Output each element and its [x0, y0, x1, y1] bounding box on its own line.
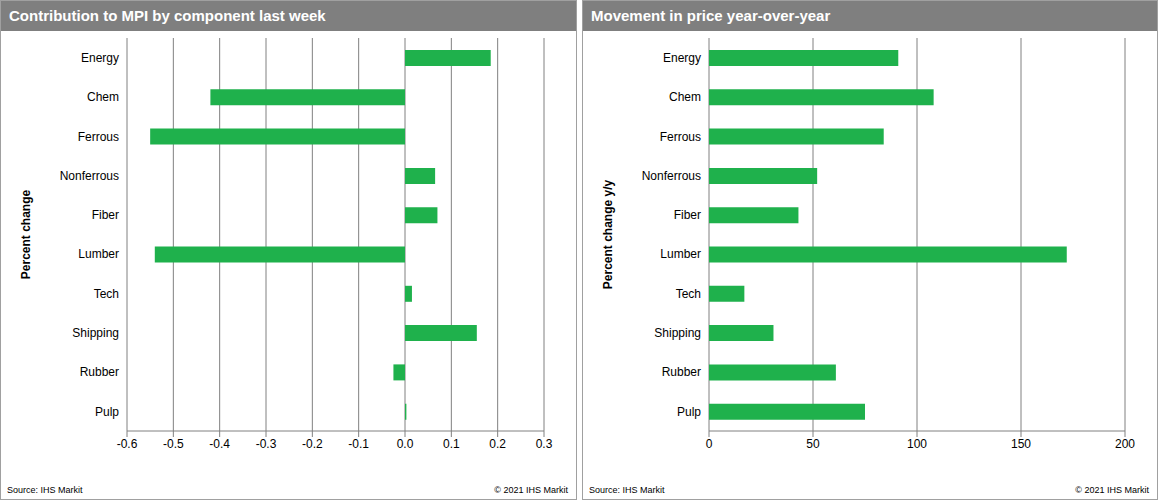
svg-text:0.0: 0.0 [397, 437, 414, 451]
svg-text:Ferrous: Ferrous [78, 130, 119, 144]
svg-text:200: 200 [1115, 437, 1135, 451]
svg-text:Lumber: Lumber [78, 247, 119, 261]
svg-text:Ferrous: Ferrous [660, 130, 701, 144]
svg-text:Rubber: Rubber [662, 365, 701, 379]
svg-text:Percent change: Percent change [19, 189, 33, 279]
svg-text:0.3: 0.3 [536, 437, 553, 451]
html-text:© 2021 IHS Markit: © 2021 IHS Markit [494, 485, 568, 495]
svg-text:Tech: Tech [94, 287, 119, 301]
svg-text:-0.2: -0.2 [302, 437, 323, 451]
svg-text:Fiber: Fiber [92, 208, 119, 222]
svg-text:Tech: Tech [676, 287, 701, 301]
svg-text:0.1: 0.1 [443, 437, 460, 451]
svg-text:Nonferrous: Nonferrous [60, 169, 119, 183]
svg-text:Nonferrous: Nonferrous [642, 169, 701, 183]
html-text:Source: IHS Markit: Source: IHS Markit [7, 485, 83, 495]
svg-text:Shipping: Shipping [654, 326, 701, 340]
html-text:Movement in price year-over-ye: Movement in price year-over-year [591, 7, 831, 24]
svg-text:150: 150 [1011, 437, 1031, 451]
svg-text:0.2: 0.2 [489, 437, 506, 451]
svg-text:Shipping: Shipping [72, 326, 119, 340]
svg-text:100: 100 [907, 437, 927, 451]
svg-text:Chem: Chem [669, 90, 701, 104]
svg-text:Percent change y/y: Percent change y/y [601, 179, 615, 289]
svg-text:50: 50 [806, 437, 820, 451]
svg-text:Energy: Energy [663, 51, 701, 65]
svg-text:Fiber: Fiber [674, 208, 701, 222]
svg-text:-0.6: -0.6 [117, 437, 138, 451]
html-text:Contribution to MPI by compone: Contribution to MPI by component last we… [9, 7, 326, 24]
svg-text:Lumber: Lumber [660, 247, 701, 261]
svg-text:-0.3: -0.3 [256, 437, 277, 451]
svg-text:Energy: Energy [81, 51, 119, 65]
svg-text:Rubber: Rubber [80, 365, 119, 379]
svg-text:Pulp: Pulp [677, 405, 701, 419]
svg-text:-0.1: -0.1 [348, 437, 369, 451]
svg-text:-0.5: -0.5 [163, 437, 184, 451]
svg-text:-0.4: -0.4 [209, 437, 230, 451]
svg-text:Chem: Chem [87, 90, 119, 104]
html-text:Source: IHS Markit: Source: IHS Markit [589, 485, 665, 495]
svg-text:Pulp: Pulp [95, 405, 119, 419]
svg-text:0: 0 [706, 437, 713, 451]
html-text:© 2021 IHS Markit: © 2021 IHS Markit [1075, 485, 1149, 495]
